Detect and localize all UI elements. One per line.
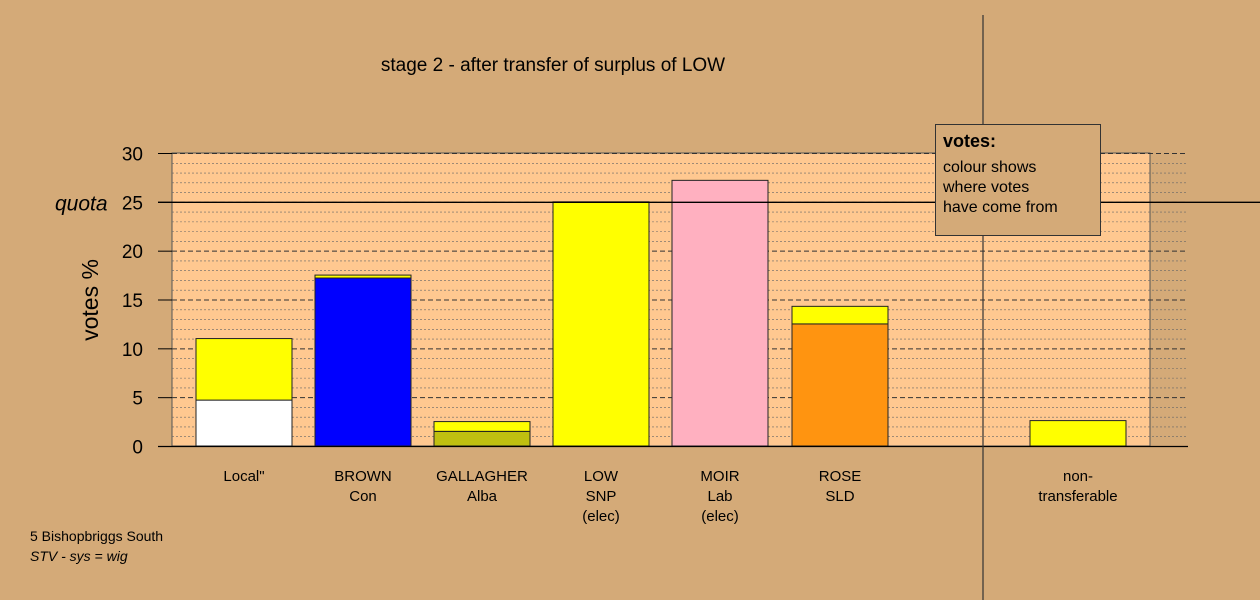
- category-label: non-: [1063, 468, 1093, 485]
- y-tick-label: 15: [122, 291, 143, 312]
- bars: [195, 179, 1127, 447]
- bar-segment: [791, 323, 889, 447]
- bar-segment: [552, 201, 650, 447]
- category-label: GALLAGHER: [436, 468, 528, 485]
- legend-line: where votes: [943, 179, 1030, 196]
- legend-box: votes: colour shows where votes have com…: [935, 124, 1101, 236]
- quota-label: quota: [55, 192, 108, 215]
- legend-title: votes:: [943, 131, 997, 151]
- bar-segment: [791, 305, 889, 325]
- bar-segment: [314, 274, 412, 279]
- bar-segment: [1029, 420, 1127, 447]
- y-tick-label: 0: [132, 438, 143, 459]
- bar-segment: [433, 430, 531, 447]
- voting-system: STV - sys = wig: [30, 548, 128, 564]
- category-label: MOIR: [700, 468, 739, 485]
- category-label: SLD: [825, 488, 854, 505]
- y-tick-label: 30: [122, 145, 143, 166]
- category-label: Alba: [467, 488, 498, 505]
- category-labels: Local" BROWN Con GALLAGHER Alba LOW SNP (elec) M…: [223, 468, 1117, 525]
- footer: 5 Bishopbriggs South STV - sys = wig: [30, 526, 163, 566]
- category-label: Lab: [707, 488, 732, 505]
- bar-segment: [433, 421, 531, 432]
- category-label: Con: [349, 488, 377, 505]
- category-label: Local": [223, 468, 264, 485]
- y-axis: 0 5 10 15 20 25 30: [122, 145, 1260, 459]
- category-label: SNP: [586, 488, 617, 505]
- y-tick-label: 10: [122, 340, 143, 361]
- legend-line: colour shows: [943, 159, 1037, 176]
- ward-name: 5 Bishopbriggs South: [30, 528, 164, 544]
- y-tick-label: 25: [122, 193, 143, 214]
- bar-segment: [195, 399, 293, 447]
- category-label: (elec): [701, 508, 739, 525]
- bar-segment: [195, 338, 293, 401]
- chart-title: stage 2 - after transfer of surplus of L…: [381, 55, 725, 76]
- y-axis-label: votes %: [77, 259, 103, 341]
- category-label: ROSE: [819, 468, 862, 485]
- category-label: transferable: [1038, 488, 1117, 505]
- legend-line: have come from: [943, 199, 1058, 216]
- category-label: (elec): [582, 508, 620, 525]
- y-tick-label: 20: [122, 242, 143, 263]
- category-label: BROWN: [334, 468, 392, 485]
- bar-segment: [671, 179, 769, 447]
- category-label: LOW: [584, 468, 619, 485]
- bar-segment: [314, 277, 412, 447]
- y-tick-label: 5: [132, 389, 143, 410]
